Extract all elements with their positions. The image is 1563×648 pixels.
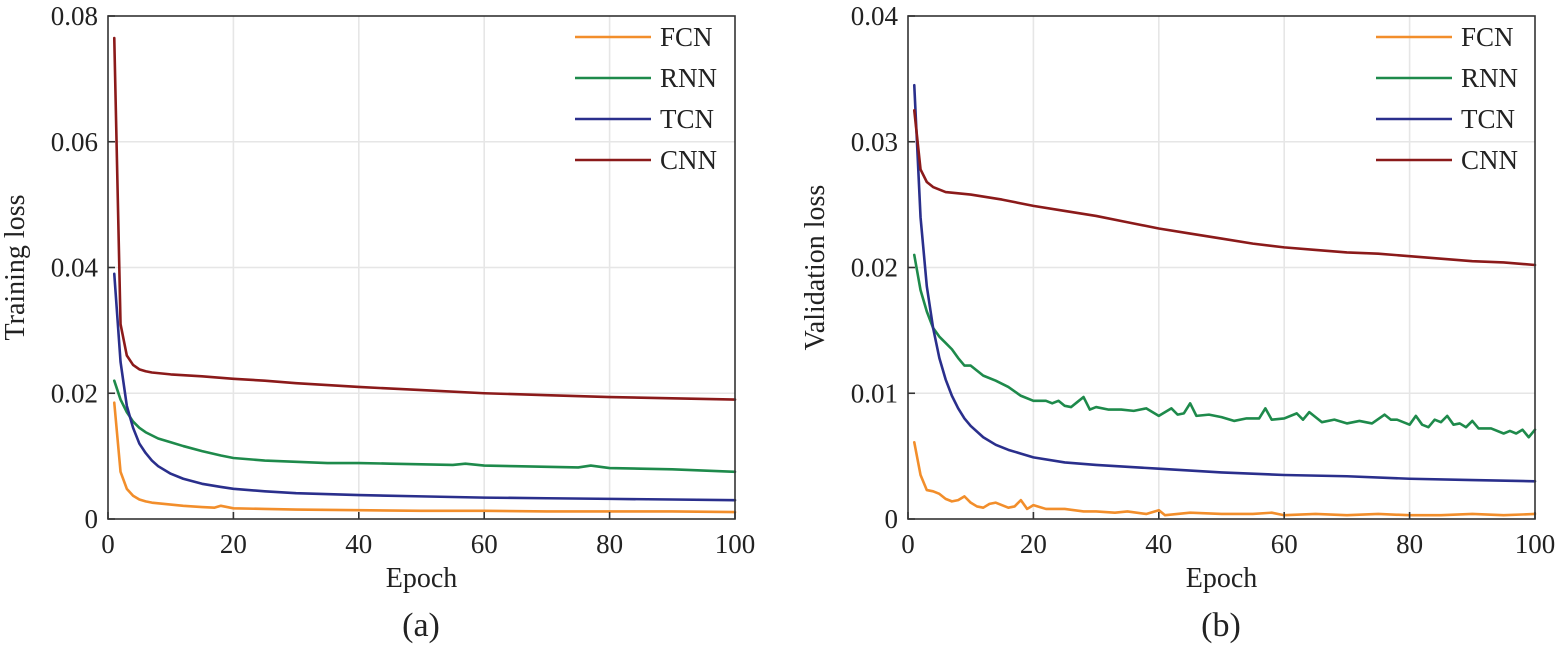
legend-label-rnn: RNN [1461,63,1518,93]
series-line-rnn [112,379,737,474]
legend: FCN RNN TCN CNN [575,22,717,175]
x-tick-label: 80 [596,529,623,559]
y-tick-label: 0 [885,504,899,534]
panel-caption: (a) [402,607,440,644]
x-axis-title: Epoch [386,563,458,594]
x-tick-label: 0 [101,529,115,559]
y-tick-label: 0 [85,504,99,534]
series-line-tcn [112,272,737,502]
x-tick-label: 60 [1271,529,1298,559]
y-tick-label: 0.06 [51,127,98,157]
x-axis-title: Epoch [1186,563,1258,594]
series-line-fcn [112,401,737,514]
x-tick-label: 60 [471,529,498,559]
x-tick-label: 20 [220,529,247,559]
legend-label-rnn: RNN [660,63,717,93]
y-axis-title: Training loss [0,194,31,340]
chart-panel-b: 0 20 40 60 80 100 0 0.01 0.02 0.03 0.04 Epoch Valida… [800,1,1555,644]
legend-label-fcn: FCN [660,22,713,52]
x-tick-label: 100 [1515,529,1556,559]
x-tick-label: 80 [1396,529,1423,559]
series-line-tcn [912,83,1537,483]
y-tick-label: 0.02 [51,378,98,408]
panel-caption: (b) [1201,607,1241,644]
series-line-cnn [112,36,737,401]
y-tick-label: 0.02 [851,253,898,283]
series-line-rnn [912,253,1537,439]
y-tick-label: 0.01 [851,378,898,408]
y-tick-label: 0.04 [51,253,99,283]
x-tick-label: 40 [345,529,372,559]
y-tick-label: 0.08 [51,1,98,31]
y-tick-label: 0.03 [851,127,898,157]
y-axis-title: Validation loss [800,185,831,351]
legend-label-cnn: CNN [1461,145,1518,175]
x-tick-label: 40 [1145,529,1172,559]
legend-label-cnn: CNN [660,145,717,175]
legend-label-tcn: TCN [1461,104,1515,134]
series-line-cnn [912,109,1537,267]
chart-panel-a: 0 20 40 60 80 100 0 0.02 0.04 0.06 0.08 Epoch Traini… [0,1,755,644]
legend-label-fcn: FCN [1461,22,1514,52]
y-tick-label: 0.04 [851,1,899,31]
series-line-fcn [912,440,1537,517]
x-tick-label: 100 [715,529,756,559]
legend-label-tcn: TCN [660,104,714,134]
x-tick-label: 0 [901,529,915,559]
legend: FCN RNN TCN CNN [1376,22,1518,175]
x-tick-label: 20 [1020,529,1047,559]
